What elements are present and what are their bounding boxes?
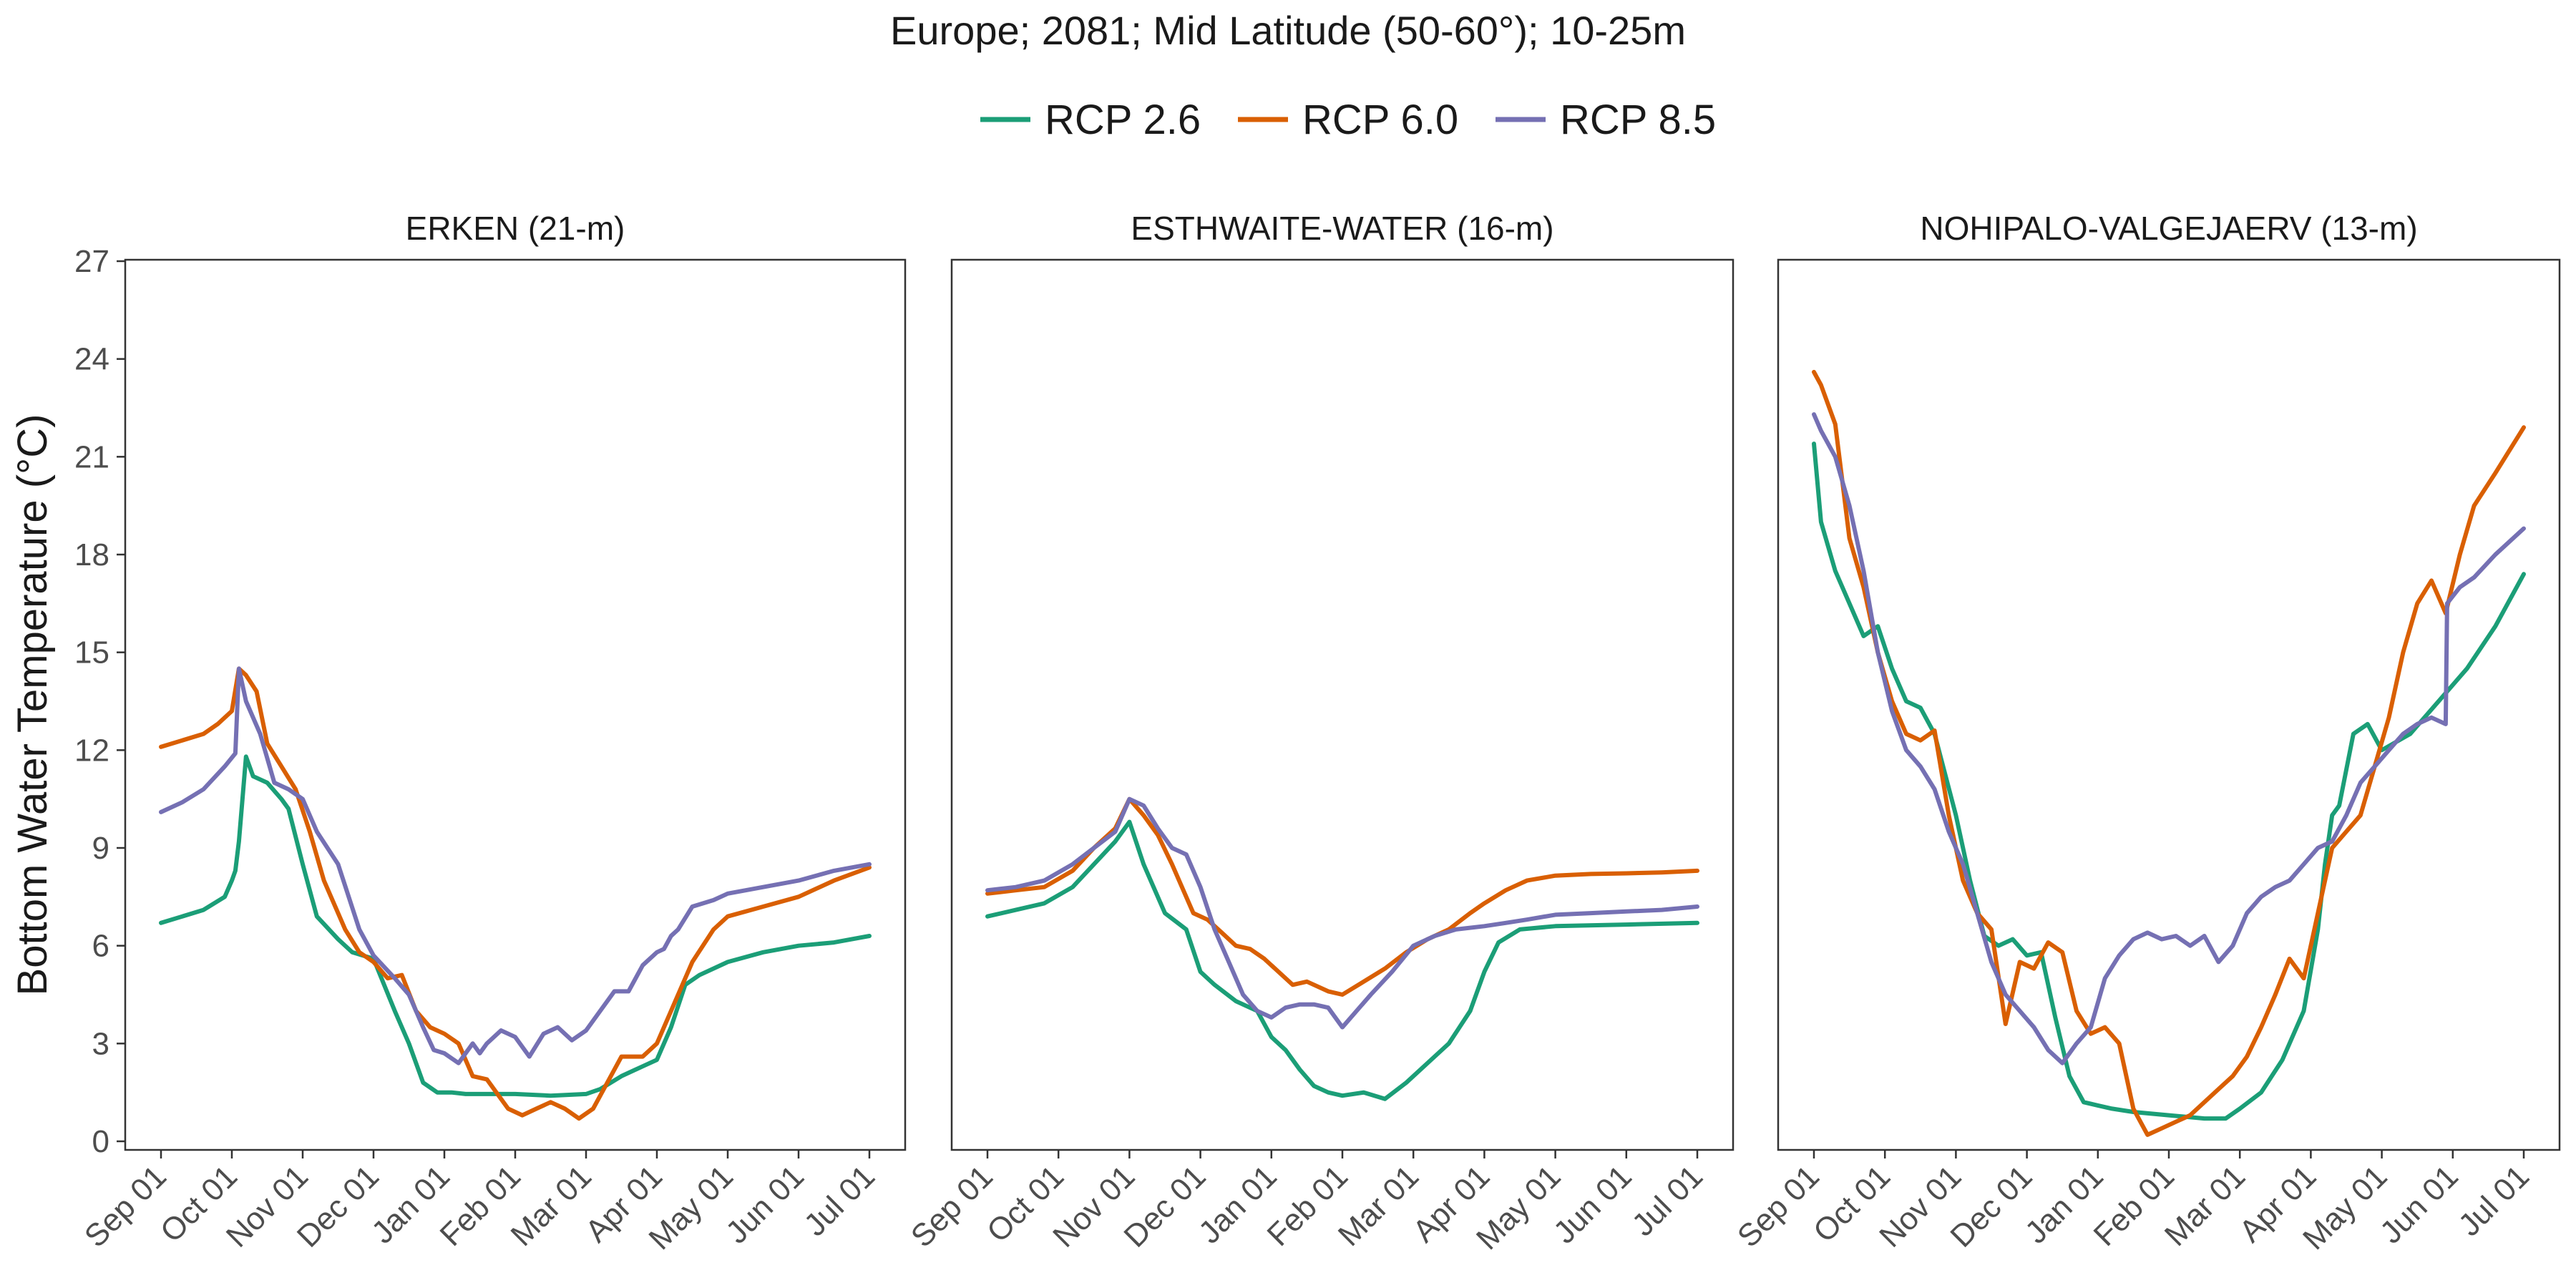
x-tick-label: Jul 01 bbox=[1625, 1158, 1709, 1243]
x-tick-label: Sep 01 bbox=[1731, 1158, 1826, 1254]
y-axis-label: Bottom Water Temperature (°C) bbox=[9, 414, 56, 996]
legend-label: RCP 8.5 bbox=[1560, 97, 1716, 143]
x-tick-label: Dec 01 bbox=[291, 1158, 386, 1254]
x-tick-label: Mar 01 bbox=[504, 1158, 598, 1252]
x-tick-label: Jul 01 bbox=[2451, 1158, 2536, 1243]
y-tick-label: 9 bbox=[92, 831, 109, 866]
y-tick-label: 12 bbox=[74, 733, 109, 768]
panel-title: ESTHWAITE-WATER (16-m) bbox=[1131, 210, 1553, 247]
panel-title: NOHIPALO-VALGEJAERV (13-m) bbox=[1920, 210, 2417, 247]
x-tick-label: Feb 01 bbox=[1261, 1158, 1355, 1253]
series-line bbox=[159, 754, 872, 1098]
y-tick-label: 15 bbox=[74, 635, 109, 670]
x-tick-label: Feb 01 bbox=[2087, 1158, 2182, 1253]
series-line bbox=[1812, 369, 2526, 1137]
y-tick-label: 21 bbox=[74, 439, 109, 474]
series-line bbox=[159, 666, 872, 1121]
x-tick-label: Dec 01 bbox=[1943, 1158, 2039, 1254]
series-line bbox=[985, 796, 1699, 997]
y-tick-label: 0 bbox=[92, 1124, 109, 1159]
legend-label: RCP 2.6 bbox=[1045, 97, 1201, 143]
panel-border bbox=[124, 258, 907, 1151]
y-tick-label: 27 bbox=[74, 244, 109, 279]
series-line bbox=[985, 819, 1699, 1101]
series-line bbox=[985, 796, 1699, 1030]
legend-label: RCP 6.0 bbox=[1302, 97, 1458, 143]
series-line bbox=[1812, 412, 2526, 1065]
x-tick-label: Jul 01 bbox=[797, 1158, 882, 1243]
series-line bbox=[1812, 441, 2526, 1121]
x-tick-label: Sep 01 bbox=[904, 1158, 1000, 1254]
y-tick-label: 6 bbox=[92, 929, 109, 964]
series-line bbox=[159, 666, 872, 1065]
x-tick-label: Dec 01 bbox=[1117, 1158, 1212, 1254]
x-tick-label: Feb 01 bbox=[434, 1158, 528, 1253]
legend: RCP 2.6 RCP 6.0 RCP 8.5 bbox=[980, 97, 1716, 143]
x-tick-label: Sep 01 bbox=[78, 1158, 173, 1254]
y-tick-label: 24 bbox=[74, 342, 109, 377]
panel-border bbox=[950, 258, 1735, 1151]
x-tick-label: Jun 01 bbox=[1547, 1158, 1639, 1250]
x-tick-label: Jun 01 bbox=[2373, 1158, 2465, 1250]
chart-title: Europe; 2081; Mid Latitude (50-60°); 10-… bbox=[890, 8, 1686, 53]
panel-title: ERKEN (21-m) bbox=[406, 210, 625, 247]
x-tick-label: Mar 01 bbox=[1332, 1158, 1425, 1252]
x-tick-label: Jun 01 bbox=[719, 1158, 811, 1250]
y-tick-label: 3 bbox=[92, 1026, 109, 1061]
y-tick-label: 18 bbox=[74, 537, 109, 572]
x-tick-label: Mar 01 bbox=[2158, 1158, 2252, 1252]
